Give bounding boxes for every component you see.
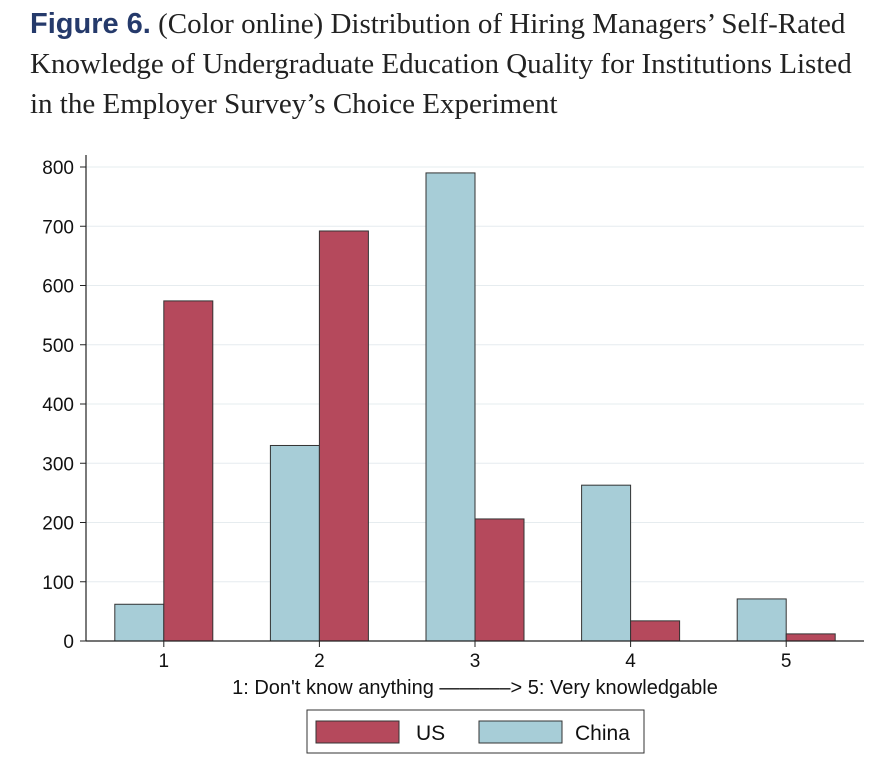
- x-axis-ticks: 1 2 3 4 5: [159, 641, 792, 672]
- y-axis-ticks: 0 100 200 300 400 500 600 700 800: [42, 158, 86, 653]
- legend-label-us: US: [416, 722, 445, 745]
- y-tick-label: 0: [63, 632, 74, 653]
- y-tick-label: 100: [42, 573, 74, 594]
- legend: US China: [306, 709, 645, 754]
- bar-us-4: [630, 620, 681, 642]
- bar-us-3: [474, 518, 525, 642]
- bars: [114, 172, 836, 642]
- figure-label: Figure 6.: [30, 8, 151, 40]
- bar-us-1: [163, 300, 214, 642]
- y-tick-label: 800: [42, 158, 74, 179]
- y-tick-label: 200: [42, 514, 74, 535]
- y-tick-label: 500: [42, 336, 74, 357]
- legend-swatch-china: [478, 720, 563, 744]
- bar-china-3: [425, 172, 476, 642]
- y-tick-label: 700: [42, 217, 74, 238]
- figure-caption: Figure 6. (Color online) Distribution of…: [30, 4, 865, 124]
- bar-china-2: [269, 444, 320, 642]
- legend-swatch-us: [315, 720, 400, 744]
- bar-us-5: [785, 633, 836, 642]
- bar-china-5: [736, 598, 787, 642]
- x-tick-label: 4: [625, 651, 636, 672]
- y-tick-label: 300: [42, 454, 74, 475]
- bar-us-2: [318, 230, 369, 642]
- y-tick-label: 600: [42, 277, 74, 298]
- legend-label-china: China: [575, 722, 630, 745]
- x-tick-label: 5: [781, 651, 792, 672]
- x-tick-label: 3: [470, 651, 481, 672]
- y-tick-label: 400: [42, 395, 74, 416]
- figure-caption-text: (Color online) Distribution of Hiring Ma…: [30, 8, 852, 120]
- x-tick-label: 2: [314, 651, 325, 672]
- x-axis-title: 1: Don't know anything ———–> 5: Very kno…: [232, 677, 718, 699]
- x-tick-label: 1: [159, 651, 170, 672]
- bar-china-4: [581, 484, 632, 642]
- bar-china-1: [114, 603, 165, 642]
